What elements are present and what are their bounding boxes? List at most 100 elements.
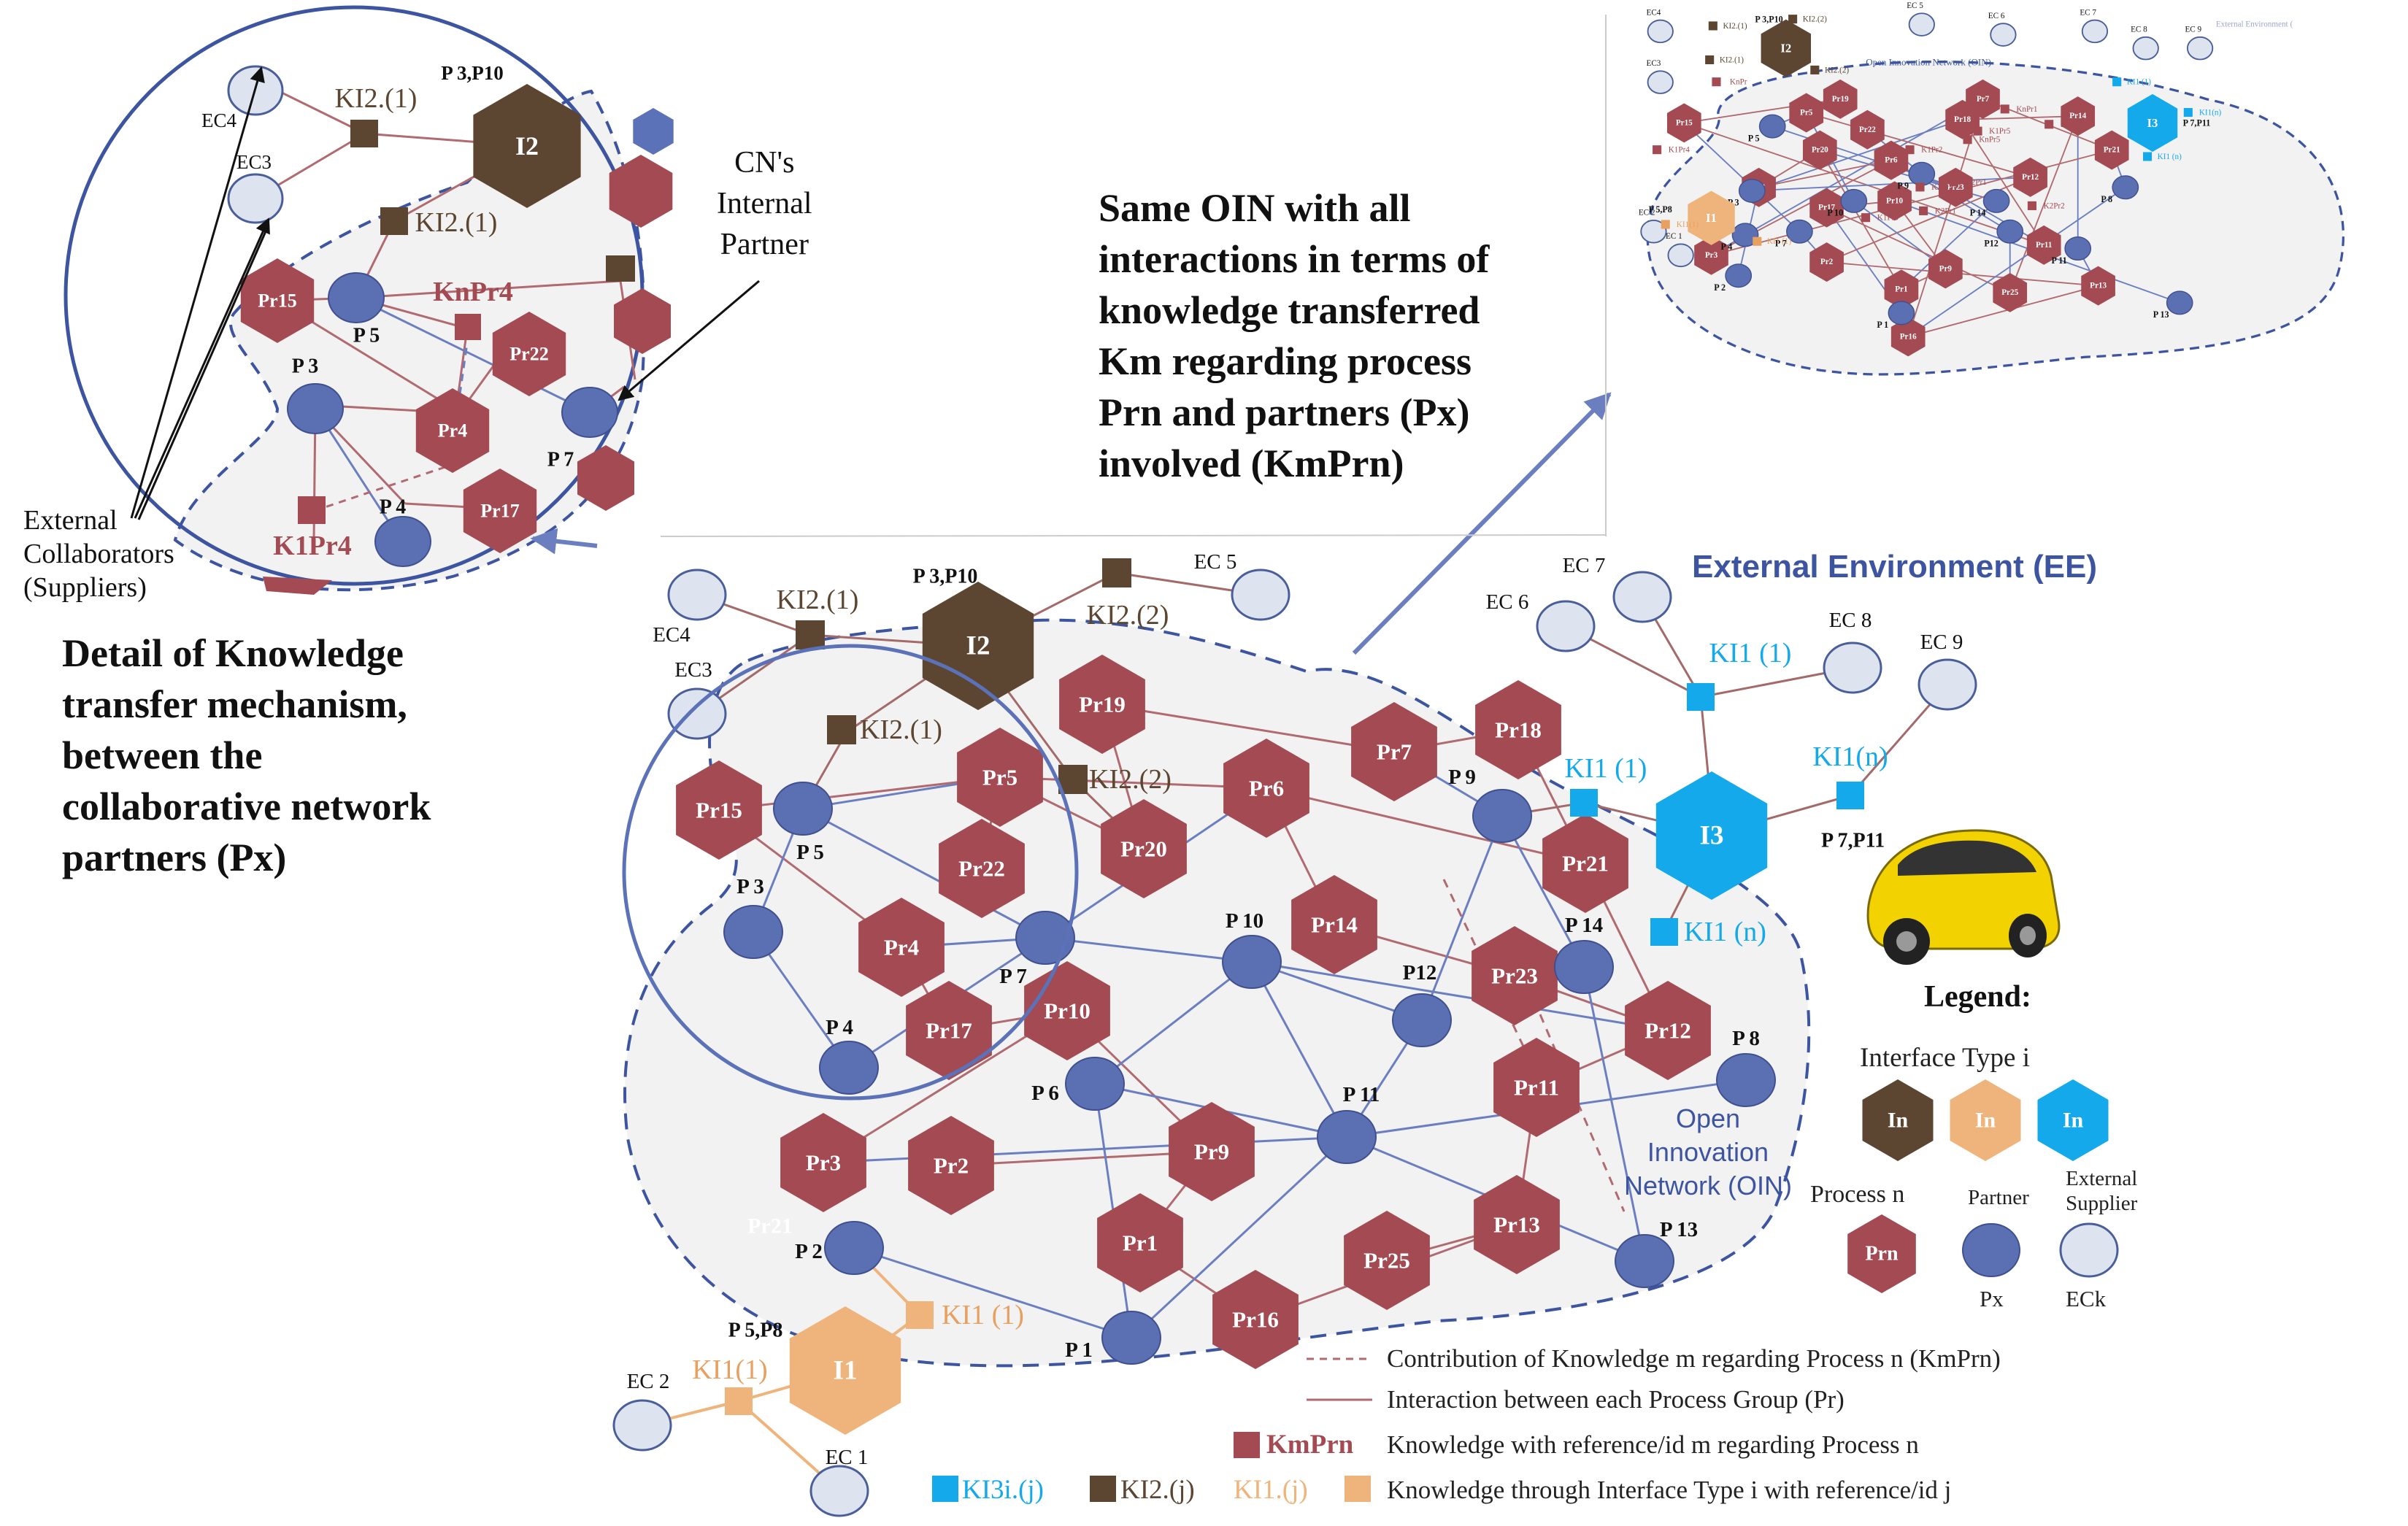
thumb-link [1907, 285, 2099, 338]
process-pr19 [1059, 655, 1145, 754]
ki1-square [1650, 918, 1678, 946]
detail-supplier-caption: EC3 [236, 151, 272, 173]
interface-i1 [789, 1306, 901, 1435]
interface-i3 [1655, 771, 1768, 900]
thumb-link [1826, 207, 2011, 293]
focus-circle [622, 644, 1079, 1101]
thumb-ki-label: K2Pr2 [2044, 201, 2065, 210]
process-pr17 [906, 981, 992, 1080]
thumb-link [1961, 119, 2045, 246]
partner-caption: P 4 [826, 1016, 853, 1039]
process-label: Pr25 [1363, 1248, 1410, 1273]
process-pr15 [676, 760, 762, 860]
partner-link [853, 1246, 1132, 1339]
same-oin-line: knowledge transferred [1099, 288, 1480, 332]
thumb-supplier [1640, 219, 1667, 244]
partner-caption: P12 [1403, 961, 1437, 984]
process-pr21 [1542, 814, 1628, 913]
thumb-partner-caption: P 5 [1748, 133, 1760, 143]
thumb-process-label: Pr5 [1800, 109, 1813, 117]
process-label: Pr2 [934, 1153, 969, 1179]
thumb-supplier [2081, 19, 2109, 44]
thumb-process [2081, 266, 2115, 306]
process-pr6 [1223, 739, 1309, 838]
partner-p5 [773, 782, 833, 836]
supplier-ec5 [1231, 569, 1290, 621]
thumb-ki-square [1712, 77, 1721, 87]
ki-label: KI1 (1) [1565, 753, 1647, 784]
process-pr5 [957, 728, 1043, 827]
detail-interface-caption: P 3,P10 [441, 62, 504, 84]
thumb-process-label: Pr9 [1939, 264, 1953, 273]
thumb-process-label: Pr13 [2090, 282, 2107, 290]
cn-partner-line: Internal [717, 187, 812, 220]
thumb-process [1789, 93, 1824, 133]
ki-label: KI1(1) [692, 1354, 767, 1385]
process-label: Pr10 [1044, 998, 1090, 1024]
legend-kmprn-label: KmPrn [1266, 1430, 1354, 1460]
ki-label: KI2.(2) [1089, 764, 1172, 795]
thumb-process-label: Pr25 [2001, 288, 2018, 297]
partner-link [1251, 960, 1669, 1032]
thumb-ki-label: K2Pr1 [1966, 178, 1987, 187]
supplier-ec4 [667, 569, 727, 621]
thumb-process [1850, 109, 1885, 150]
legend-partner-icon [1962, 1223, 2020, 1277]
partner-caption: P 1 [1065, 1338, 1093, 1362]
thumb-partner [1908, 161, 1936, 186]
thumb-link [1853, 200, 1946, 270]
detail-pointer-arrow [530, 528, 598, 555]
thumb-link [1758, 159, 1892, 188]
detail-link [458, 342, 469, 395]
thumb-interface-caption: P 5,P8 [1649, 204, 1672, 215]
ki-label: KI2.(1) [777, 585, 859, 615]
thumb-interface-caption: P 3,P10 [1755, 15, 1782, 25]
thumb-process [2026, 225, 2061, 265]
supplier-ec1 [809, 1465, 869, 1517]
thumb-ki-square [2142, 152, 2153, 161]
process-link [1101, 703, 1395, 753]
process-pr1 [1097, 1193, 1183, 1292]
detail-partner-caption: P 4 [380, 496, 407, 519]
thumb-link [1819, 150, 1902, 290]
interface-i3-caption: P 7,P11 [1821, 830, 1885, 852]
partner-p2 [824, 1221, 884, 1275]
detail-interface-label: I2 [515, 131, 539, 161]
supplier-caption: EC 9 [1920, 631, 1963, 654]
supplier-ec8 [1823, 641, 1882, 694]
thumb-supplier-caption: EC 7 [2080, 8, 2096, 17]
thumb-ki-square [2000, 104, 2009, 114]
thumb-interface [1761, 19, 1812, 77]
thumb-process-label: Pr15 [1676, 118, 1693, 127]
detail-caption-line: between the [62, 733, 263, 777]
legend-interface-type: Interface Type i [1860, 1043, 2030, 1073]
detail-link [313, 466, 446, 512]
thumb-ki-square [1661, 220, 1670, 229]
thumb-ki-square [2027, 201, 2036, 210]
legend-interaction: Interaction between each Process Group (… [1387, 1385, 1845, 1414]
process-label: Pr5 [982, 765, 1018, 790]
legend-kmprn-square [1234, 1432, 1260, 1458]
detail-partner [374, 516, 431, 567]
thumb-process [1928, 249, 1963, 289]
cn-partner-arrow [618, 280, 760, 401]
ki1-square [1570, 789, 1598, 817]
thumb-ki-label: K1Pr2 [1921, 146, 1942, 155]
thumb-process-label: Pr14 [2069, 112, 2086, 120]
detail-ki-square [350, 120, 378, 147]
process-label: Pr16 [1232, 1307, 1279, 1333]
thumb-pointer-arrow [1352, 392, 1612, 655]
process-pr4 [858, 898, 945, 997]
detail-ki-label: KI2.(1) [335, 83, 418, 114]
detail-process-partial [577, 445, 634, 511]
detail-link [355, 296, 591, 414]
thumb-partner [1996, 219, 2024, 244]
partner-caption: P 5 [796, 841, 824, 864]
thumb-supplier [1667, 243, 1694, 268]
thumb-ki-square [2045, 120, 2054, 129]
process-label: Pr7 [1377, 739, 1412, 765]
thumb-link [1684, 122, 2045, 246]
thumb-ki-square [1708, 21, 1717, 31]
detail-ki-label: KI2.(1) [415, 207, 498, 238]
same-oin-caption: Same OIN with all interactions in terms … [1099, 182, 1489, 489]
